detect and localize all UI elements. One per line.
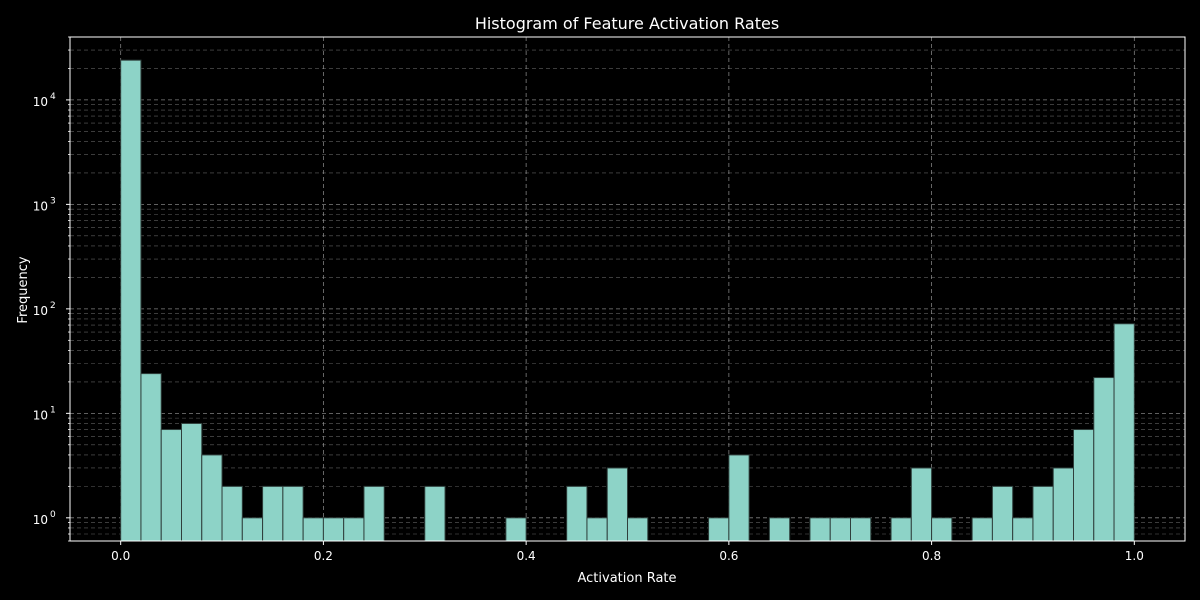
y-tick-label: 10 2 [33,301,56,318]
histogram-bar [424,485,446,542]
histogram-bar [120,59,142,542]
y-tick-label: 10 4 [33,92,56,109]
x-axis-ticks: 0.0 0.2 0.4 0.6 0.8 1.0 [111,541,1144,563]
histogram-bar [708,517,730,542]
histogram-bar [241,517,264,542]
histogram-bar [140,373,162,542]
y-tick-label: 10 1 [33,405,56,422]
histogram-bar [850,517,872,542]
histogram-bar [586,517,608,542]
y-tick-base: 10 [33,304,48,318]
histogram-bars [120,59,1135,542]
histogram-bar [201,454,223,542]
x-axis-label: Activation Rate [577,571,676,586]
histogram-bar [363,485,385,542]
histogram-bar [768,517,791,542]
x-tick-label: 0.6 [719,549,738,563]
histogram-bar [1052,467,1075,542]
y-tick-base: 10 [33,95,48,109]
histogram-bar [160,429,183,542]
histogram-bar [343,517,365,542]
x-tick-label: 0.4 [517,549,536,563]
y-tick-exponent: 4 [50,92,56,102]
y-tick-exponent: 3 [50,196,56,206]
histogram-bar [606,467,629,542]
histogram-bar [971,517,993,542]
histogram-bar [728,454,750,542]
histogram-bar [829,517,852,542]
y-tick-base: 10 [33,408,48,422]
y-axis-label: Frequency [16,256,31,323]
x-tick-label: 0.8 [922,549,941,563]
histogram-bar [282,485,304,542]
x-tick-label: 0.0 [111,549,130,563]
histogram-bar [322,517,345,542]
histogram-bar [890,517,912,542]
histogram-bar [910,467,933,542]
plot-frame [69,36,1186,542]
histogram-bar [1032,485,1054,542]
histogram-bar [627,517,649,542]
y-tick-exponent: 0 [50,510,56,520]
histogram-bar [505,517,527,542]
y-tick-exponent: 1 [50,405,56,415]
histogram-bar [1113,323,1135,542]
y-tick-label: 10 0 [33,510,56,527]
y-tick-label: 10 3 [33,196,56,213]
histogram-bar [1093,377,1115,542]
x-tick-label: 1.0 [1125,549,1144,563]
y-tick-exponent: 2 [50,301,56,311]
y-tick-base: 10 [33,199,48,213]
histogram-bar [302,517,324,542]
histogram-bar [931,517,953,542]
histogram-bar [221,485,243,542]
histogram-bar [809,517,831,542]
histogram-bar [1073,429,1095,542]
histogram-bar [262,485,284,542]
x-tick-label: 0.2 [314,549,333,563]
histogram-bar [1012,517,1034,542]
histogram-bar [566,485,588,542]
chart-title: Histogram of Feature Activation Rates [475,14,779,33]
histogram-bar [181,422,203,542]
y-tick-base: 10 [33,513,48,527]
histogram-bar [991,485,1014,542]
